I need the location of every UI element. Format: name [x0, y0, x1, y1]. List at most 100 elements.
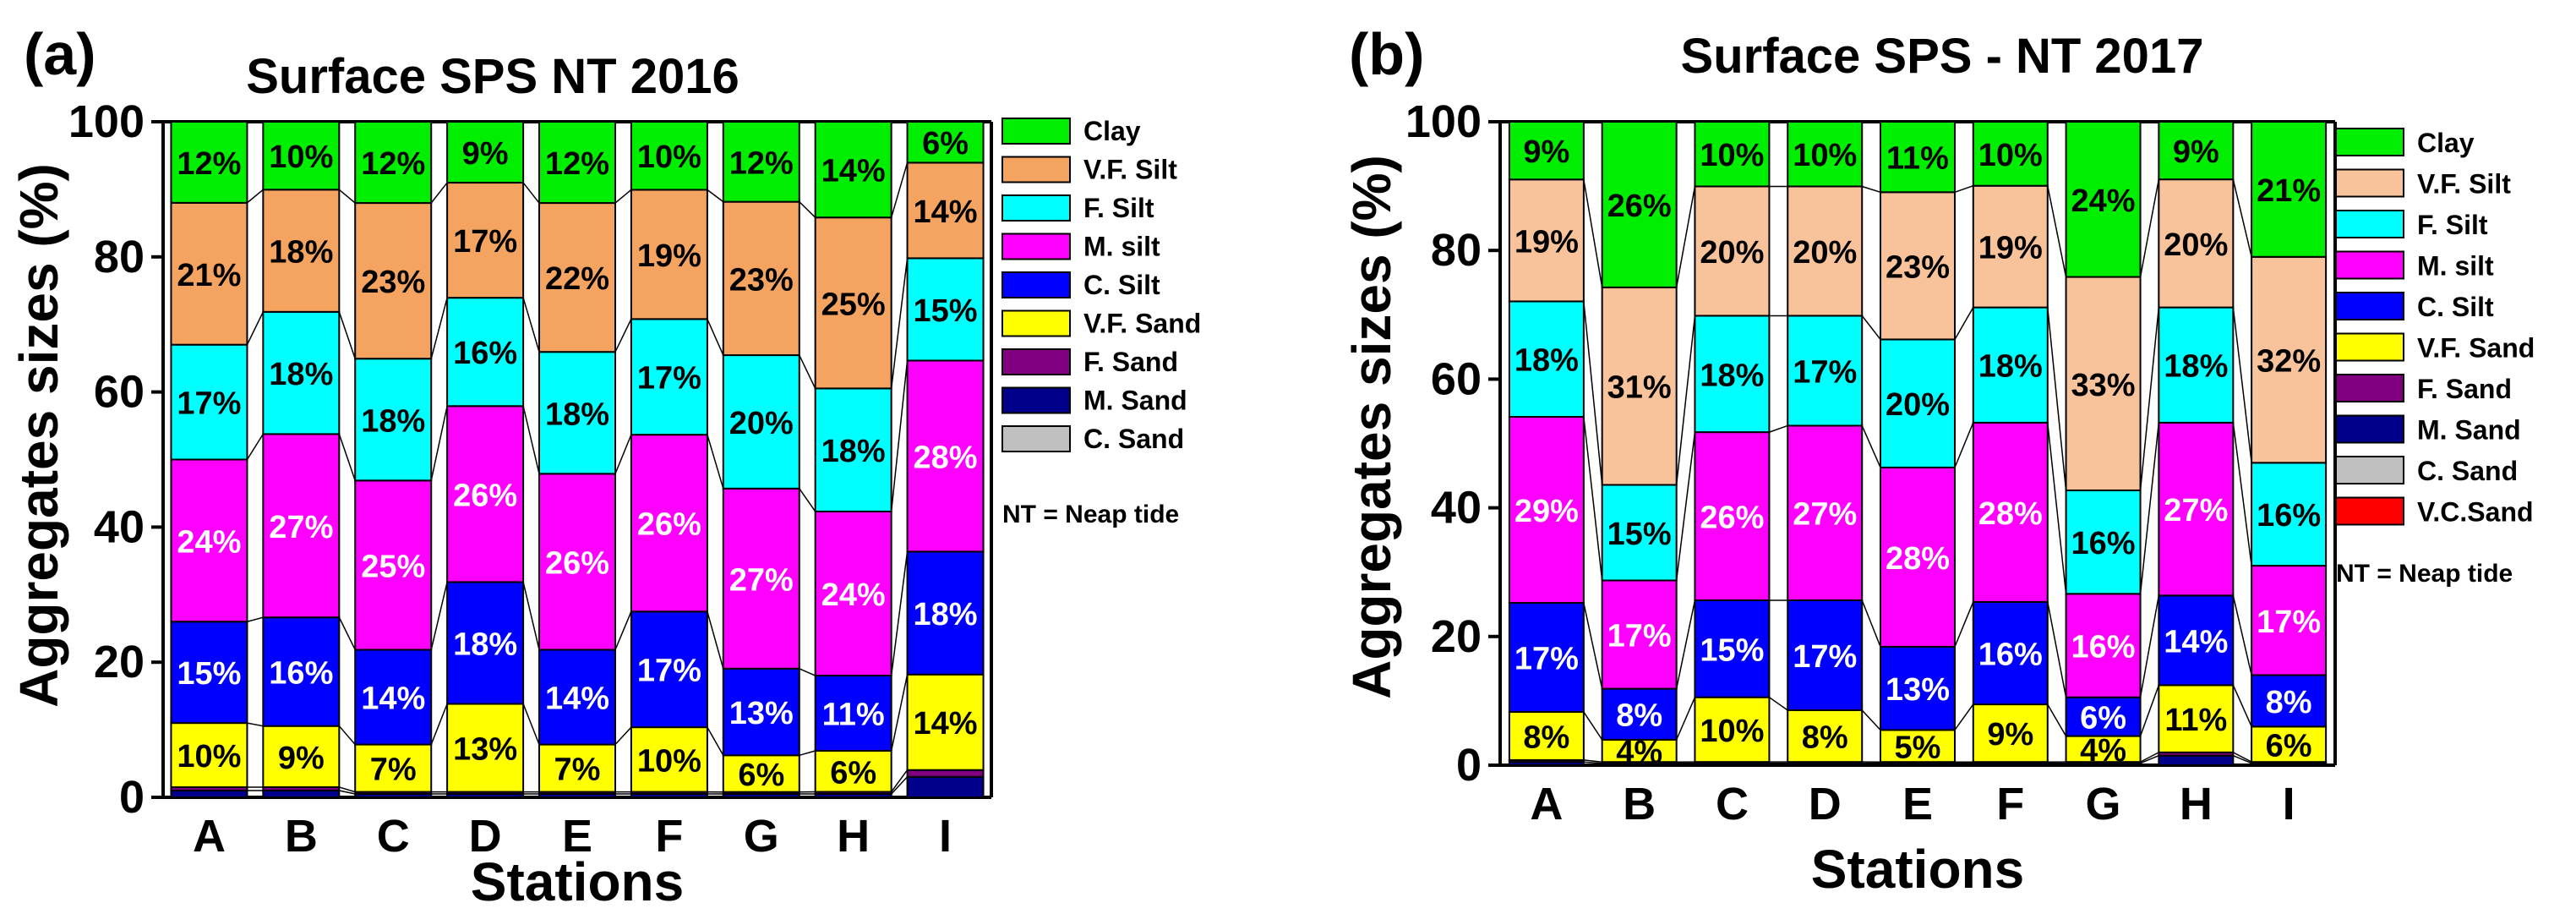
y-tick-label: 40 [94, 501, 145, 552]
bar-segment-c-silt [1508, 602, 1585, 714]
bar-segment-m-silt [170, 458, 248, 623]
legend-swatch-f-sand [1001, 348, 1071, 375]
data-label: 10% [269, 140, 333, 175]
y-tick-label: 40 [1431, 483, 1482, 534]
legend-swatch-clay [1001, 118, 1071, 145]
data-label: 14% [361, 681, 425, 717]
bar-segment-f-silt [262, 310, 341, 435]
connector-line [2140, 752, 2159, 763]
data-label: 9% [278, 741, 325, 776]
connector-lines [1583, 178, 2252, 766]
data-label: 25% [361, 549, 425, 584]
panel-b: (b) Surface SPS - NT 2017 NT = Neap tide… [1341, 21, 2535, 900]
connector-line [614, 319, 632, 353]
connector-line [338, 311, 356, 359]
bar-segment-v-f-silt [1880, 191, 1956, 341]
data-label: 16% [2257, 498, 2321, 534]
bar-segment-v-f-silt [170, 201, 248, 346]
legend-label: C. Sand [2417, 456, 2518, 486]
bar-segment-v-f-sand [446, 703, 525, 793]
data-label: 10% [1978, 138, 2043, 173]
connector-line [1954, 307, 1974, 340]
y-tick-label: 20 [1431, 611, 1482, 662]
connector-line [2232, 422, 2252, 566]
bar-segment-c-silt [1787, 599, 1864, 711]
bar-segment-clay [538, 121, 616, 205]
bar-segment-f-silt [446, 297, 525, 408]
data-label: 12% [361, 146, 425, 182]
data-label: 9% [1523, 134, 1569, 170]
legend-label: C. Silt [2417, 292, 2494, 322]
bar-segment-f-silt [814, 387, 892, 512]
data-label: 6% [2266, 728, 2312, 763]
legend-swatch-m-silt [1001, 233, 1071, 260]
data-label: 6% [738, 758, 784, 793]
connector-line [522, 703, 540, 745]
connector-line [890, 551, 909, 676]
connector-line [1861, 185, 1881, 194]
x-tick-label: E [1902, 779, 1933, 829]
data-label: 20% [729, 406, 794, 441]
bar-segment-v-f-silt [1972, 184, 2049, 309]
connector-line [1675, 315, 1696, 485]
x-tick-label: F [655, 811, 683, 862]
connector-line [522, 582, 540, 650]
data-label: 28% [914, 440, 978, 475]
chart-title: Surface SPS - NT 2017 [1681, 29, 2204, 84]
data-label: 22% [545, 261, 609, 297]
connector-line [1861, 315, 1881, 340]
bar-segment-clay [2065, 121, 2142, 278]
data-label: 9% [1987, 717, 2033, 753]
connector-line [246, 311, 265, 345]
data-label: 11% [1886, 141, 1949, 177]
data-label: 10% [637, 140, 701, 175]
y-tick-label: 0 [119, 772, 145, 823]
data-label: 15% [914, 293, 978, 329]
data-label: 10% [637, 743, 701, 779]
bar-segment-m-sand [170, 790, 248, 799]
bar-segment-v-f-silt [1508, 178, 1585, 303]
legend-swatch-c-sand [1001, 425, 1071, 452]
connector-line [430, 182, 448, 204]
data-label: 27% [2164, 493, 2228, 528]
data-label: 23% [361, 265, 425, 300]
bar-segment-f-silt [1601, 484, 1678, 582]
connector-line [2139, 179, 2160, 277]
legend-label: V.F. Silt [2417, 169, 2511, 200]
data-label: 12% [545, 146, 609, 182]
data-label: 20% [2164, 227, 2228, 263]
data-label: 24% [821, 577, 886, 613]
data-label: 12% [729, 145, 794, 181]
bar-segment-clay [262, 121, 341, 191]
connector-line [1675, 432, 1696, 581]
legend-label: V.F. Sand [2417, 333, 2535, 364]
data-label: 14% [821, 154, 886, 189]
bar-segment-v-f-sand [2065, 735, 2142, 763]
bar-segment-v-f-sand [2251, 725, 2328, 763]
connector-line [2232, 178, 2252, 257]
bar-segment-c-silt [814, 675, 892, 753]
bar-segment-clay [1601, 121, 1678, 288]
bar-segment-v-f-silt [630, 189, 708, 320]
bar-segment-m-silt [538, 473, 616, 651]
connector-line [2140, 754, 2159, 764]
data-label: 6% [830, 755, 876, 791]
legend-label: V.C.Sand [2417, 497, 2534, 528]
data-label: 4% [2080, 733, 2126, 769]
bar-segment-v-f-sand [354, 743, 433, 793]
connector-line [1675, 599, 1696, 689]
connector-line [1583, 301, 1603, 485]
x-tick-label: B [1623, 779, 1656, 829]
bar-segment-clay [1787, 121, 1864, 188]
data-label: 17% [637, 654, 701, 689]
data-label: 28% [1978, 496, 2043, 532]
data-label: 16% [2071, 526, 2136, 561]
connector-line [246, 189, 264, 204]
legend-label: Clay [2417, 128, 2475, 158]
connector-line [2139, 595, 2160, 698]
bar-segment-c-silt [1694, 599, 1771, 698]
data-label: 20% [1700, 235, 1764, 271]
connector-line [522, 182, 540, 204]
connector-line [2232, 595, 2252, 676]
connector-line [2047, 185, 2067, 277]
